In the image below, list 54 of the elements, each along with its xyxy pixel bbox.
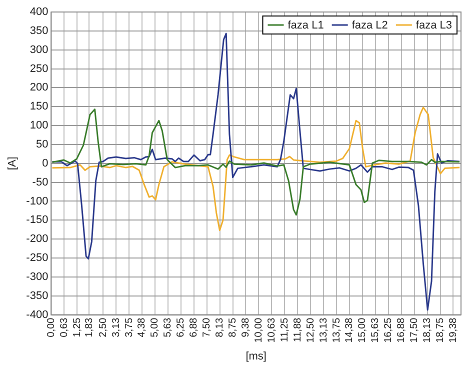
x-tick-label: 14,38 [344, 317, 356, 343]
x-tick-label: 3,75 [124, 317, 135, 338]
x-tick-label: 15,00 [357, 317, 368, 343]
y-tick-label: 50 [36, 138, 48, 150]
legend-label: faza L2 [352, 20, 388, 32]
y-tick-label: -250 [26, 252, 48, 264]
x-tick-label: 6,25 [176, 317, 187, 338]
y-tick-label: 150 [30, 100, 48, 113]
legend-label: faza L3 [416, 20, 452, 32]
x-tick-label: 8,75 [228, 317, 239, 338]
x-tick-label: 15,63 [370, 317, 382, 343]
y-tick-label: 300 [30, 44, 48, 56]
y-tick-label: 350 [30, 24, 48, 37]
y-axis-title: [A] [6, 156, 19, 170]
legend-label: faza L1 [288, 20, 324, 32]
x-tick-label: 8,13 [214, 317, 226, 338]
x-tick-label: 13,13 [318, 317, 330, 343]
x-tick-label: 10,00 [253, 317, 264, 343]
x-tick-label: 11,25 [279, 317, 290, 342]
y-tick-label: 400 [30, 6, 48, 18]
x-tick-label: 1,83 [84, 317, 95, 338]
y-tick-label: 100 [30, 120, 48, 132]
x-tick-label: 0,00 [46, 317, 57, 338]
x-tick-label: 16,25 [383, 317, 394, 343]
x-tick-label: 9,38 [240, 317, 252, 338]
x-tick-label: 11,88 [292, 317, 304, 342]
y-tick-label: 200 [30, 82, 48, 94]
x-tick-label: 1,25 [72, 317, 83, 338]
y-tick-label: 0 [42, 157, 48, 170]
x-tick-label: 18,75 [435, 317, 446, 343]
y-tick-label: 250 [30, 62, 48, 75]
y-tick-label: -50 [32, 176, 48, 188]
x-tick-label: 5,00 [150, 317, 161, 338]
x-tick-label: 18,13 [422, 317, 434, 343]
x-tick-label: 17,50 [409, 317, 420, 343]
x-tick-label: 6,88 [188, 317, 200, 338]
x-tick-label: 7,50 [202, 317, 213, 338]
x-tick-label: 2,50 [98, 317, 109, 338]
y-tick-label: -300 [26, 270, 48, 283]
x-tick-label: 0,63 [58, 317, 70, 338]
x-tick-label: 4,38 [136, 317, 148, 338]
y-tick-label: -200 [26, 233, 48, 246]
x-tick-label: 19,38 [448, 317, 459, 343]
x-tick-label: 12,50 [305, 317, 316, 343]
x-axis-title: [ms] [246, 350, 266, 362]
x-tick-label: 3,13 [110, 317, 122, 338]
y-tick-label: -100 [26, 195, 48, 208]
y-tick-label: -350 [26, 290, 48, 302]
y-tick-label: -400 [26, 308, 48, 321]
y-tick-label: -150 [26, 214, 48, 226]
x-tick-label: 16,88 [396, 317, 408, 343]
x-tick-label: 5,63 [162, 317, 174, 338]
x-tick-label: 10,63 [266, 317, 278, 343]
x-tick-label: 13,75 [331, 317, 342, 343]
